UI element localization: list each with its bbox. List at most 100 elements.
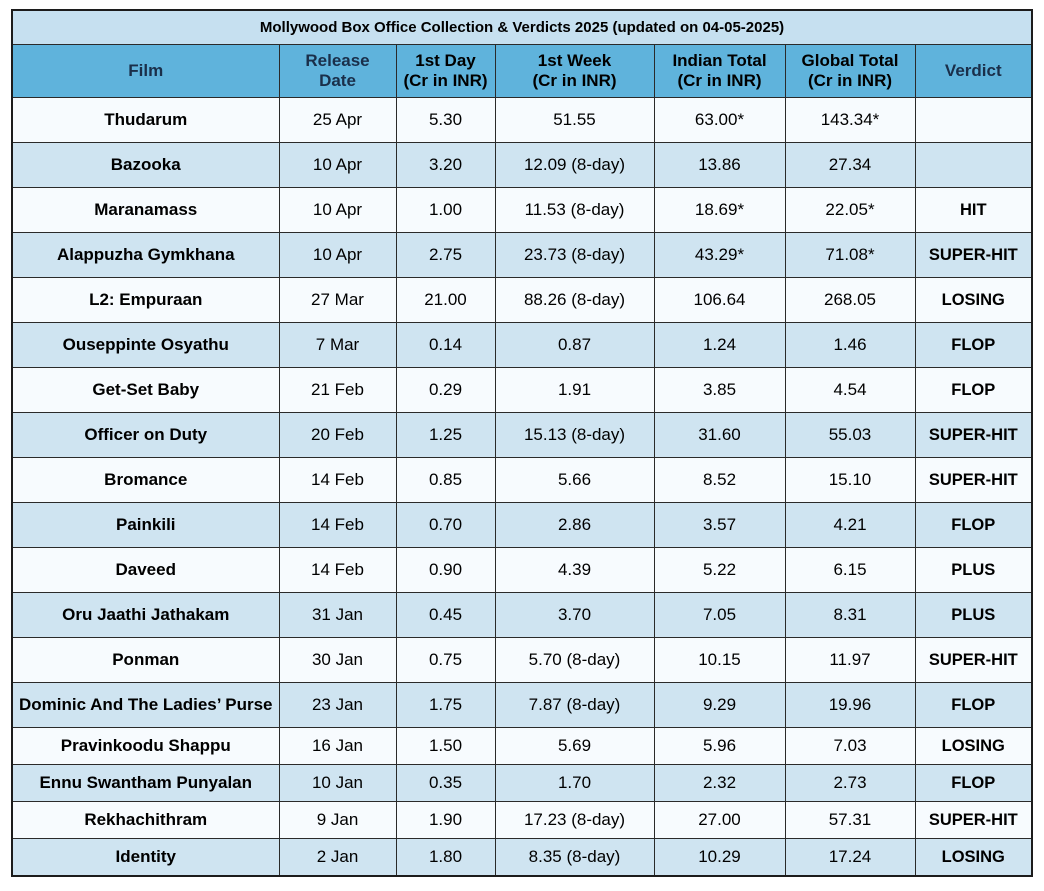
film-cell: Ouseppinte Osyathu bbox=[11, 322, 280, 368]
first-day-cell: 0.70 bbox=[395, 502, 496, 548]
film-cell: Alappuzha Gymkhana bbox=[11, 232, 280, 278]
global-total-cell: 1.46 bbox=[784, 322, 916, 368]
header-release-date: Release Date bbox=[278, 44, 397, 98]
verdict-cell: HIT bbox=[914, 187, 1033, 233]
film-cell: Ponman bbox=[11, 637, 280, 683]
film-cell: Rekhachithram bbox=[11, 801, 280, 839]
table-row: L2: Empuraan 27 Mar 21.00 88.26 (8-day) 106.… bbox=[11, 277, 1033, 323]
verdict-cell: FLOP bbox=[914, 682, 1033, 728]
first-week-cell: 51.55 bbox=[494, 97, 655, 143]
table-row: Dominic And The Ladies’ Purse 23 Jan 1.75 7… bbox=[11, 682, 1033, 728]
first-day-cell: 21.00 bbox=[395, 277, 496, 323]
table-title: Mollywood Box Office Collection & Verdic… bbox=[11, 9, 1033, 45]
release-date-cell: 7 Mar bbox=[278, 322, 397, 368]
header-global-total-line2: (Cr in INR) bbox=[807, 71, 893, 90]
first-week-cell: 5.69 bbox=[494, 727, 655, 765]
release-date-cell: 2 Jan bbox=[278, 838, 397, 877]
global-total-cell: 6.15 bbox=[784, 547, 916, 593]
global-total-cell: 57.31 bbox=[784, 801, 916, 839]
header-first-day-line2: (Cr in INR) bbox=[403, 71, 488, 90]
first-week-cell: 1.91 bbox=[494, 367, 655, 413]
release-date-cell: 23 Jan bbox=[278, 682, 397, 728]
release-date-cell: 30 Jan bbox=[278, 637, 397, 683]
release-date-cell: 31 Jan bbox=[278, 592, 397, 638]
indian-total-cell: 3.57 bbox=[653, 502, 786, 548]
first-day-cell: 1.00 bbox=[395, 187, 496, 233]
global-total-cell: 2.73 bbox=[784, 764, 916, 802]
header-first-day-line1: 1st Day bbox=[415, 51, 476, 70]
header-release-line1: Release bbox=[305, 51, 370, 70]
indian-total-cell: 7.05 bbox=[653, 592, 786, 638]
global-total-cell: 8.31 bbox=[784, 592, 916, 638]
film-cell: Painkili bbox=[11, 502, 280, 548]
release-date-cell: 25 Apr bbox=[278, 97, 397, 143]
first-week-cell: 17.23 (8-day) bbox=[494, 801, 655, 839]
global-total-cell: 55.03 bbox=[784, 412, 916, 458]
indian-total-cell: 9.29 bbox=[653, 682, 786, 728]
global-total-cell: 4.21 bbox=[784, 502, 916, 548]
verdict-cell: LOSING bbox=[914, 838, 1033, 877]
indian-total-cell: 8.52 bbox=[653, 457, 786, 503]
verdict-cell: SUPER-HIT bbox=[914, 457, 1033, 503]
release-date-cell: 9 Jan bbox=[278, 801, 397, 839]
first-week-cell: 88.26 (8-day) bbox=[494, 277, 655, 323]
title-row: Mollywood Box Office Collection & Verdic… bbox=[11, 9, 1033, 45]
first-day-cell: 2.75 bbox=[395, 232, 496, 278]
film-cell: Daveed bbox=[11, 547, 280, 593]
first-day-cell: 1.50 bbox=[395, 727, 496, 765]
first-day-cell: 0.90 bbox=[395, 547, 496, 593]
film-cell: Oru Jaathi Jathakam bbox=[11, 592, 280, 638]
header-first-day: 1st Day (Cr in INR) bbox=[395, 44, 496, 98]
table-row: Painkili 14 Feb 0.70 2.86 3.57 4.21 FLOP bbox=[11, 502, 1033, 548]
verdict-cell: PLUS bbox=[914, 592, 1033, 638]
verdict-cell: LOSING bbox=[914, 727, 1033, 765]
table-row: Thudarum 25 Apr 5.30 51.55 63.00* 143.34* bbox=[11, 97, 1033, 143]
first-week-cell: 11.53 (8-day) bbox=[494, 187, 655, 233]
film-cell: Pravinkoodu Shappu bbox=[11, 727, 280, 765]
global-total-cell: 19.96 bbox=[784, 682, 916, 728]
indian-total-cell: 1.24 bbox=[653, 322, 786, 368]
header-first-week-line1: 1st Week bbox=[537, 51, 612, 70]
first-week-cell: 0.87 bbox=[494, 322, 655, 368]
indian-total-cell: 5.96 bbox=[653, 727, 786, 765]
indian-total-cell: 63.00* bbox=[653, 97, 786, 143]
verdict-cell: FLOP bbox=[914, 322, 1033, 368]
verdict-cell: FLOP bbox=[914, 502, 1033, 548]
release-date-cell: 16 Jan bbox=[278, 727, 397, 765]
table-row: Ennu Swantham Punyalan 10 Jan 0.35 1.70 2.32… bbox=[11, 764, 1033, 802]
header-global-total-line1: Global Total bbox=[801, 51, 899, 70]
indian-total-cell: 43.29* bbox=[653, 232, 786, 278]
table-row: Ponman 30 Jan 0.75 5.70 (8-day) 10.15 11.97 SU… bbox=[11, 637, 1033, 683]
first-day-cell: 3.20 bbox=[395, 142, 496, 188]
release-date-cell: 21 Feb bbox=[278, 367, 397, 413]
release-date-cell: 27 Mar bbox=[278, 277, 397, 323]
verdict-cell: LOSING bbox=[914, 277, 1033, 323]
release-date-cell: 10 Apr bbox=[278, 142, 397, 188]
first-week-cell: 2.86 bbox=[494, 502, 655, 548]
verdict-cell: SUPER-HIT bbox=[914, 232, 1033, 278]
film-cell: Ennu Swantham Punyalan bbox=[11, 764, 280, 802]
header-release-line2: Date bbox=[319, 71, 356, 90]
release-date-cell: 10 Apr bbox=[278, 232, 397, 278]
verdict-cell bbox=[914, 97, 1033, 143]
verdict-cell: SUPER-HIT bbox=[914, 637, 1033, 683]
global-total-cell: 11.97 bbox=[784, 637, 916, 683]
first-week-cell: 7.87 (8-day) bbox=[494, 682, 655, 728]
header-indian-total-line2: (Cr in INR) bbox=[677, 71, 762, 90]
film-cell: L2: Empuraan bbox=[11, 277, 280, 323]
first-week-cell: 3.70 bbox=[494, 592, 655, 638]
header-row: Film Release Date 1st Day (Cr in INR) 1st … bbox=[11, 44, 1033, 98]
film-cell: Officer on Duty bbox=[11, 412, 280, 458]
first-week-cell: 1.70 bbox=[494, 764, 655, 802]
table-row: Bazooka 10 Apr 3.20 12.09 (8-day) 13.86 27.34 bbox=[11, 142, 1033, 188]
table-row: Rekhachithram 9 Jan 1.90 17.23 (8-day) 27.00… bbox=[11, 801, 1033, 839]
table-row: Officer on Duty 20 Feb 1.25 15.13 (8-day) 31… bbox=[11, 412, 1033, 458]
header-film: Film bbox=[11, 44, 280, 98]
film-cell: Bazooka bbox=[11, 142, 280, 188]
first-week-cell: 23.73 (8-day) bbox=[494, 232, 655, 278]
global-total-cell: 15.10 bbox=[784, 457, 916, 503]
table-row: Get-Set Baby 21 Feb 0.29 1.91 3.85 4.54 FLOP bbox=[11, 367, 1033, 413]
verdict-cell: SUPER-HIT bbox=[914, 412, 1033, 458]
global-total-cell: 17.24 bbox=[784, 838, 916, 877]
verdict-cell: PLUS bbox=[914, 547, 1033, 593]
